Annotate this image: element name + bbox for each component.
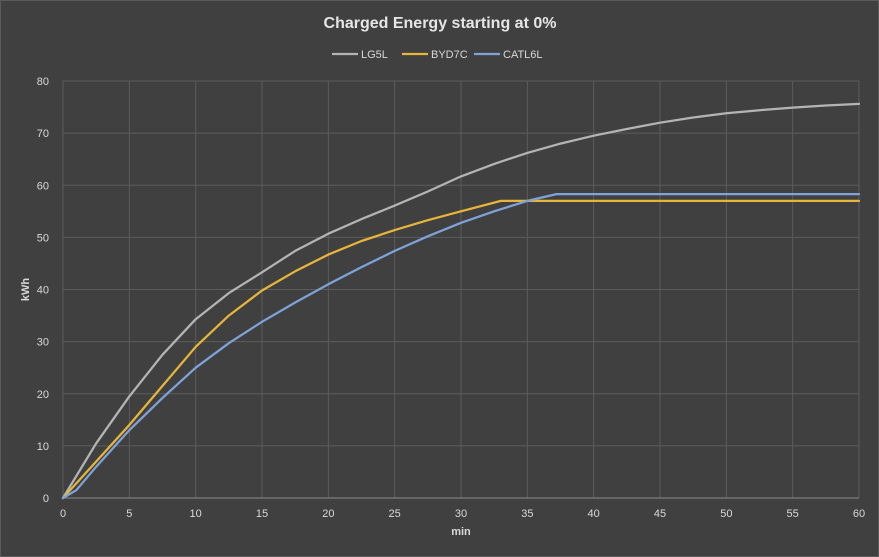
y-tick-label: 50 [37, 232, 49, 244]
gridlines [62, 80, 860, 499]
y-tick-label: 10 [37, 441, 49, 453]
x-tick-label: 55 [787, 508, 799, 520]
x-tick-label: 60 [853, 508, 865, 520]
series-line-byd7c [61, 199, 861, 500]
x-tick-label: 45 [654, 508, 666, 520]
y-tick-label: 70 [37, 128, 49, 140]
chart-legend: LG5L BYD7C CATL6L [332, 49, 543, 61]
series-line-lg5l [61, 102, 861, 500]
chart-title: Charged Energy starting at 0% [324, 15, 557, 32]
x-tick-label: 20 [322, 508, 334, 520]
y-tick-label: 0 [43, 493, 49, 505]
x-tick-label: 5 [126, 508, 132, 520]
y-tick-label: 40 [37, 285, 49, 297]
x-tick-label: 35 [521, 508, 533, 520]
legend-label: CATL6L [503, 49, 543, 61]
x-axis-title: min [451, 526, 471, 538]
series-lines [61, 102, 861, 500]
y-tick-label: 20 [37, 389, 49, 401]
y-tick-label: 60 [37, 180, 49, 192]
x-tick-label: 10 [190, 508, 202, 520]
y-tick-label: 30 [37, 337, 49, 349]
y-axis-ticks: 0 10 20 30 40 50 60 70 80 [37, 76, 49, 505]
y-tick-label: 80 [37, 76, 49, 88]
x-tick-label: 25 [389, 508, 401, 520]
x-tick-label: 15 [256, 508, 268, 520]
y-axis-title: kWh [20, 278, 32, 302]
x-tick-label: 40 [588, 508, 600, 520]
x-tick-label: 50 [720, 508, 732, 520]
series-line-catl6l [61, 192, 861, 500]
x-tick-label: 30 [455, 508, 467, 520]
legend-label: LG5L [361, 49, 388, 61]
x-tick-label: 0 [60, 508, 66, 520]
legend-label: BYD7C [431, 49, 468, 61]
x-axis-ticks: 0 5 10 15 20 25 30 35 40 45 50 55 60 [60, 508, 865, 520]
